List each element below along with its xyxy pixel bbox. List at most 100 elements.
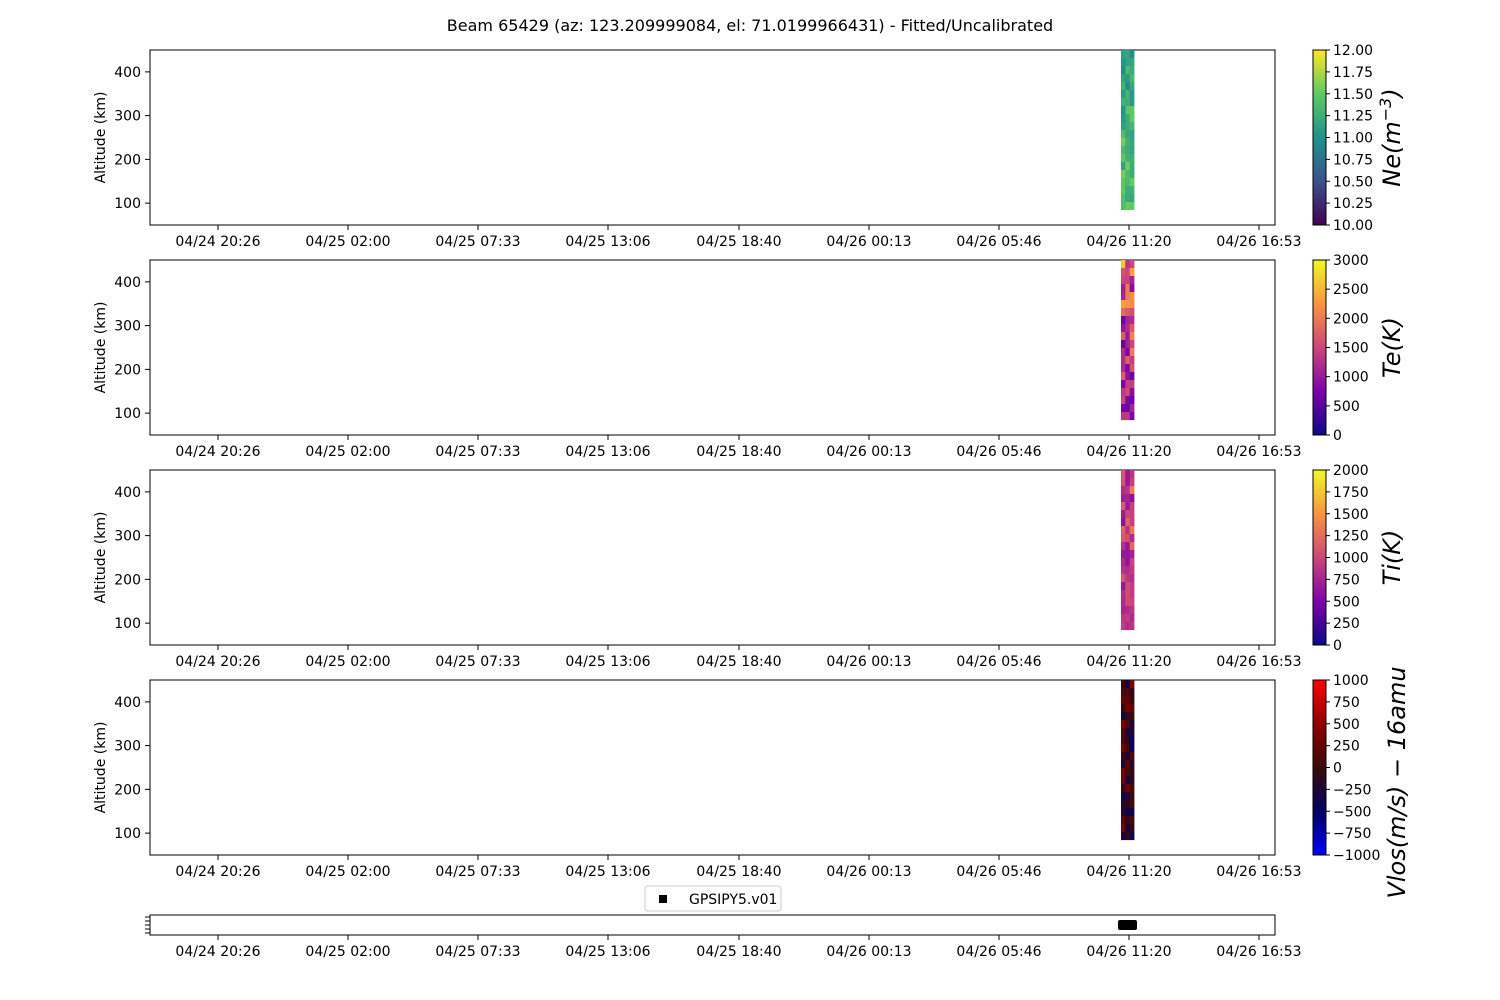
heatmap-cell: [1125, 768, 1131, 777]
x-tick-label: 04/25 07:33: [435, 944, 520, 960]
heatmap-cell: [1121, 534, 1126, 543]
x-tick-label: 04/24 20:26: [175, 444, 260, 460]
heatmap-cell: [1121, 784, 1126, 793]
heatmap-cell: [1129, 316, 1135, 325]
heatmap-cell: [1121, 194, 1126, 203]
heatmap-cell: [1125, 478, 1131, 487]
heatmap-cell: [1125, 82, 1131, 91]
heatmap-cell: [1129, 800, 1135, 809]
scatter-point: [1118, 920, 1137, 930]
heatmap-cell: [1121, 324, 1126, 333]
heatmap-cell: [1121, 292, 1126, 301]
x-tick-label: 04/25 13:06: [565, 444, 650, 460]
x-tick-label: 04/26 11:20: [1086, 864, 1171, 880]
colorbar-gradient: [1312, 49, 1327, 226]
colorbar-tick-label: 1000: [1333, 370, 1369, 386]
heatmap-cell: [1125, 300, 1131, 309]
heatmap-cell: [1129, 412, 1135, 421]
heatmap-cell: [1129, 348, 1135, 357]
x-tick-label: 04/26 00:13: [826, 944, 911, 960]
x-tick-label: 04/25 07:33: [435, 654, 520, 670]
heatmap-cell: [1121, 122, 1126, 131]
x-tick-label: 04/25 18:40: [696, 234, 781, 250]
x-tick-label: 04/26 11:20: [1086, 234, 1171, 250]
heatmap-cell: [1125, 98, 1131, 107]
colorbar-tick-label: −500: [1333, 804, 1371, 820]
heatmap-cell: [1129, 558, 1135, 567]
heatmap-cell: [1125, 146, 1131, 155]
heatmap-cell: [1121, 202, 1126, 211]
x-tick-label: 04/26 16:53: [1216, 944, 1301, 960]
heatmap-cell: [1125, 170, 1131, 179]
x-tick-label: 04/26 16:53: [1216, 864, 1301, 880]
x-tick-label: 04/26 00:13: [826, 864, 911, 880]
heatmap-cell: [1121, 510, 1126, 519]
heatmap-cell: [1129, 784, 1135, 793]
heatmap-cell: [1129, 526, 1135, 535]
heatmap-cell: [1129, 66, 1135, 75]
heatmap-cell: [1121, 526, 1126, 535]
heatmap-cell: [1125, 348, 1131, 357]
colorbar-tick-label: 12.00: [1333, 43, 1373, 59]
heatmap-cell: [1121, 776, 1126, 785]
heatmap-cell: [1121, 308, 1126, 317]
legend-box: [644, 885, 782, 912]
heatmap-cell: [1121, 348, 1126, 357]
heatmap-cell: [1121, 364, 1126, 373]
y-tick-label: 100: [114, 406, 141, 422]
heatmap-cell: [1129, 768, 1135, 777]
heatmap-column: [1121, 50, 1135, 211]
heatmap-cell: [1129, 606, 1135, 615]
strip-plot-area: [149, 914, 1276, 936]
heatmap-cell: [1129, 470, 1135, 479]
heatmap-cell: [1121, 574, 1126, 583]
x-tick-label: 04/26 11:20: [1086, 444, 1171, 460]
heatmap-cell: [1121, 606, 1126, 615]
colorbar-tick-label: 0: [1333, 428, 1342, 444]
x-tick-label: 04/26 05:46: [956, 944, 1041, 960]
y-tick-label: 400: [114, 275, 141, 291]
y-tick-label: 400: [114, 695, 141, 711]
heatmap-cell: [1129, 372, 1135, 381]
heatmap-cell: [1125, 154, 1131, 163]
heatmap-cell: [1129, 194, 1135, 203]
heatmap-cell: [1121, 114, 1126, 123]
heatmap-cell: [1121, 486, 1126, 495]
heatmap-cell: [1121, 138, 1126, 147]
heatmap-cell: [1121, 502, 1126, 511]
heatmap-cell: [1129, 74, 1135, 83]
heatmap-cell: [1129, 154, 1135, 163]
heatmap-cell: [1125, 178, 1131, 187]
colorbar-tick-label: 1250: [1333, 529, 1369, 545]
heatmap-cell: [1125, 356, 1131, 365]
heatmap-cell: [1121, 542, 1126, 551]
heatmap-cell: [1129, 50, 1135, 59]
y-tick-label: 100: [114, 826, 141, 842]
heatmap-cell: [1125, 816, 1131, 825]
heatmap-cell: [1125, 470, 1131, 479]
x-tick-label: 04/26 11:20: [1086, 654, 1171, 670]
x-tick-label: 04/26 11:20: [1086, 944, 1171, 960]
y-tick-label: 300: [114, 529, 141, 545]
heatmap-cell: [1121, 106, 1126, 115]
heatmap-cell: [1121, 178, 1126, 187]
heatmap-cell: [1121, 82, 1126, 91]
colorbar: 0 250 500 750 1000 1250 1500 1750 2000 Ti(K): [1312, 463, 1406, 654]
heatmap-cell: [1121, 768, 1126, 777]
colorbar-tick-label: 10.25: [1333, 196, 1373, 212]
heatmap-cell: [1125, 800, 1131, 809]
heatmap-cell: [1125, 728, 1131, 737]
heatmap-cell: [1129, 574, 1135, 583]
heatmap-cell: [1129, 816, 1135, 825]
heatmap-cell: [1129, 82, 1135, 91]
heatmap-cell: [1129, 832, 1135, 841]
heatmap-cell: [1125, 542, 1131, 551]
heatmap-cell: [1129, 792, 1135, 801]
x-tick-label: 04/24 20:26: [175, 234, 260, 250]
heatmap-cell: [1121, 582, 1126, 591]
heatmap-cell: [1129, 268, 1135, 277]
heatmap-cell: [1121, 680, 1126, 689]
heatmap-cell: [1125, 792, 1131, 801]
heatmap-cell: [1129, 380, 1135, 389]
heatmap-cell: [1129, 90, 1135, 99]
